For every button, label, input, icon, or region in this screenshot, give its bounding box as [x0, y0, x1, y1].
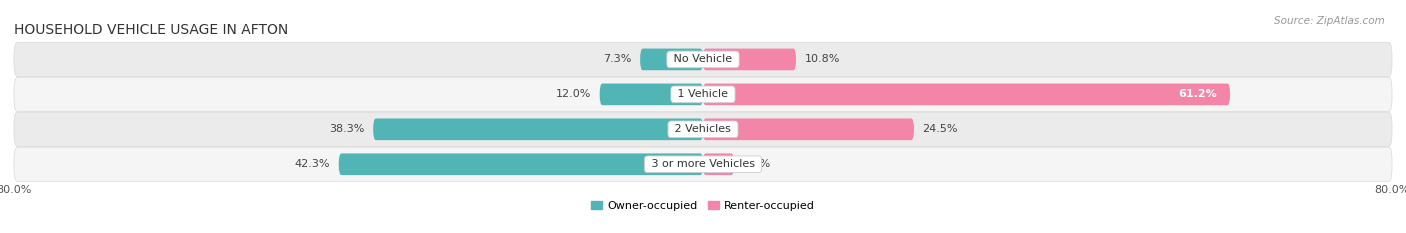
Text: HOUSEHOLD VEHICLE USAGE IN AFTON: HOUSEHOLD VEHICLE USAGE IN AFTON: [14, 23, 288, 37]
Text: 3.6%: 3.6%: [742, 159, 770, 169]
Text: 61.2%: 61.2%: [1178, 89, 1218, 99]
FancyBboxPatch shape: [599, 84, 703, 105]
FancyBboxPatch shape: [703, 49, 796, 70]
FancyBboxPatch shape: [373, 118, 703, 140]
FancyBboxPatch shape: [703, 154, 734, 175]
FancyBboxPatch shape: [14, 112, 1392, 147]
Text: 38.3%: 38.3%: [329, 124, 364, 134]
Text: 2 Vehicles: 2 Vehicles: [671, 124, 735, 134]
Text: 42.3%: 42.3%: [295, 159, 330, 169]
Text: 3 or more Vehicles: 3 or more Vehicles: [648, 159, 758, 169]
FancyBboxPatch shape: [703, 84, 1230, 105]
FancyBboxPatch shape: [14, 77, 1392, 112]
Text: 1 Vehicle: 1 Vehicle: [675, 89, 731, 99]
Text: Source: ZipAtlas.com: Source: ZipAtlas.com: [1274, 16, 1385, 26]
FancyBboxPatch shape: [640, 49, 703, 70]
FancyBboxPatch shape: [14, 42, 1392, 76]
Text: 12.0%: 12.0%: [555, 89, 591, 99]
FancyBboxPatch shape: [14, 147, 1392, 182]
FancyBboxPatch shape: [703, 118, 914, 140]
Legend: Owner-occupied, Renter-occupied: Owner-occupied, Renter-occupied: [586, 196, 820, 215]
Text: 10.8%: 10.8%: [804, 55, 839, 64]
Text: 24.5%: 24.5%: [922, 124, 957, 134]
Text: No Vehicle: No Vehicle: [671, 55, 735, 64]
Text: 7.3%: 7.3%: [603, 55, 631, 64]
FancyBboxPatch shape: [339, 154, 703, 175]
